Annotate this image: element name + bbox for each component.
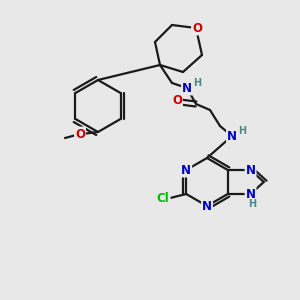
Text: H: H: [248, 199, 256, 209]
Text: O: O: [75, 128, 85, 140]
Text: N: N: [227, 130, 237, 142]
Text: N: N: [181, 164, 191, 176]
Text: N: N: [182, 82, 192, 94]
Text: N: N: [246, 164, 256, 176]
Text: O: O: [192, 22, 202, 34]
Text: N: N: [202, 200, 212, 212]
Text: H: H: [238, 126, 246, 136]
Text: H: H: [193, 78, 201, 88]
Text: Cl: Cl: [157, 193, 169, 206]
Text: N: N: [246, 188, 256, 200]
Text: O: O: [172, 94, 182, 107]
